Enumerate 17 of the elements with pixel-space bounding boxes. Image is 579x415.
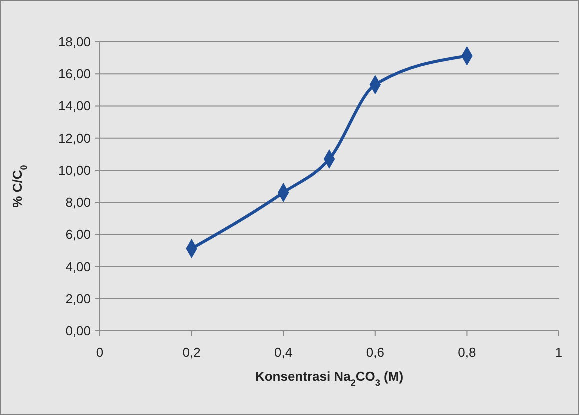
y-tick-label: 18,00 <box>58 34 91 50</box>
x-tick-label: 0,8 <box>458 345 476 360</box>
x-axis-title: Konsentrasi Na$_{2}$CO$_{3}$ (M) <box>255 369 404 388</box>
y-tick-label: 12,00 <box>58 130 91 146</box>
y-tick-label: 8,00 <box>66 195 91 210</box>
y-tick-label: 4,00 <box>66 259 91 274</box>
x-tick-label: 1 <box>555 345 563 360</box>
y-tick-label: 2,00 <box>66 291 91 306</box>
y-tick-label: 10,00 <box>58 162 91 178</box>
x-tick-label: 0 <box>96 345 104 360</box>
x-tick-label: 0,2 <box>182 345 201 360</box>
x-tick-label: 0,4 <box>274 345 293 360</box>
y-tick-label: 16,00 <box>58 66 91 82</box>
y-tick-label: 14,00 <box>58 98 91 114</box>
y-tick-label: 6,00 <box>66 227 91 242</box>
y-tick-label: 0,00 <box>66 324 91 338</box>
x-tick-label: 0,6 <box>366 345 384 360</box>
